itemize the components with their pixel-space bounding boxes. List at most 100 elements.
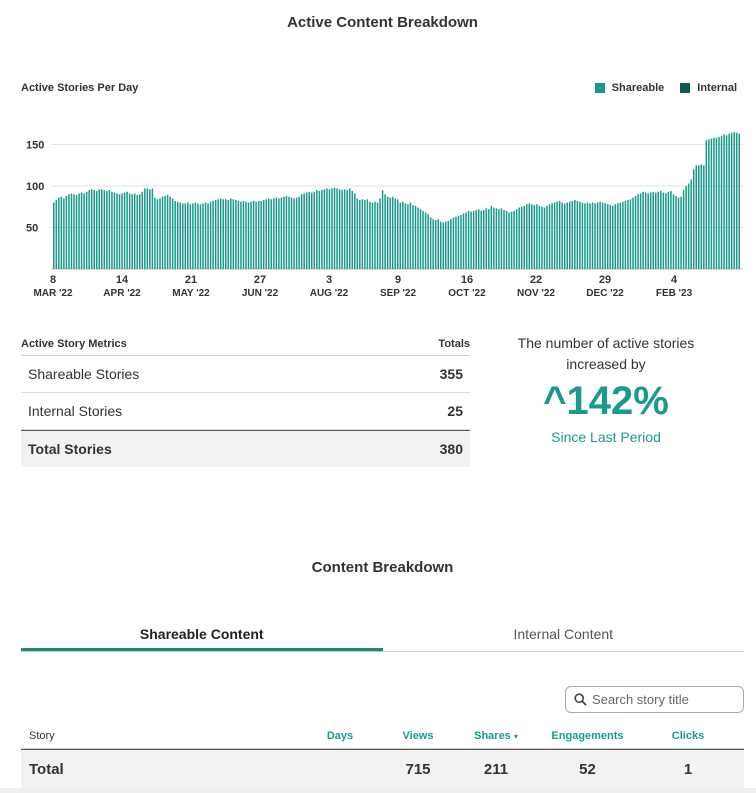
bar (262, 200, 265, 269)
bar (493, 207, 495, 269)
bar (677, 197, 680, 269)
bar (300, 194, 303, 269)
bar (515, 209, 518, 269)
active-stories-chart: Active Stories Per Day Shareable Interna… (0, 70, 756, 310)
bar (672, 194, 675, 269)
bar (718, 136, 720, 269)
legend-item-shareable[interactable]: Shareable (594, 82, 664, 94)
bar (685, 185, 687, 269)
x-tick-month: FEB '23 (656, 288, 693, 299)
bar (257, 200, 260, 269)
bar (182, 203, 184, 269)
bar (176, 201, 179, 269)
bar (715, 137, 718, 269)
bar (123, 192, 126, 269)
bar (341, 190, 343, 269)
bar (614, 204, 617, 269)
total-shares: 211 (483, 761, 509, 778)
bar (247, 202, 250, 269)
bar (113, 192, 116, 269)
column-clicks[interactable]: Clicks (671, 729, 705, 742)
bar (399, 202, 402, 269)
legend-item-internal[interactable]: Internal (680, 82, 737, 94)
metrics-row-total: Total Stories 380 (21, 430, 470, 467)
increase-since-label: Since Last Period (551, 429, 661, 445)
bar (470, 211, 472, 269)
y-tick-label: 50 (26, 222, 38, 234)
content-table: Story Days Views Shares ▾ Engagements Cl… (21, 723, 744, 789)
column-days[interactable]: Days (326, 729, 354, 742)
bar (214, 200, 217, 269)
bar (230, 198, 232, 269)
bar (708, 139, 710, 269)
bar (391, 196, 394, 269)
column-engagements[interactable]: Engagements (551, 729, 624, 742)
bar (326, 188, 328, 269)
bar (670, 190, 672, 269)
tab-shareable-content[interactable]: Shareable Content (21, 620, 383, 651)
metrics-total-label: Total Stories (28, 441, 112, 457)
bar (336, 188, 338, 269)
bar (242, 200, 245, 269)
bar (561, 202, 563, 269)
bar (283, 196, 285, 269)
bar (427, 214, 429, 269)
total-label: Total (29, 761, 64, 778)
bar (361, 199, 364, 269)
bar (589, 203, 591, 269)
bar (412, 205, 414, 269)
bar (295, 197, 298, 269)
bar (682, 190, 685, 269)
bar (80, 192, 83, 269)
bar (695, 165, 697, 269)
bar (121, 193, 123, 269)
x-tick-month: DEC '22 (586, 288, 624, 299)
bar (202, 203, 204, 269)
bar (574, 200, 576, 269)
bar (245, 201, 247, 269)
bar (154, 197, 156, 269)
bar (55, 200, 58, 269)
bar (348, 188, 351, 269)
bar (141, 191, 144, 269)
bar (343, 189, 346, 269)
bar (523, 205, 525, 269)
bar (164, 195, 166, 269)
story-search[interactable] (565, 686, 744, 713)
bar (118, 194, 121, 269)
bar (644, 192, 647, 269)
metrics-row-label: Shareable Stories (28, 366, 140, 382)
bar (518, 207, 520, 269)
bar (528, 203, 531, 269)
bar (445, 221, 447, 269)
bar (447, 220, 450, 269)
bar (156, 199, 159, 269)
bar (442, 222, 445, 269)
metrics-header-totals: Totals (438, 337, 470, 350)
column-views[interactable]: Views (402, 729, 434, 742)
bar (159, 198, 161, 269)
increase-percentage: ^142% (543, 379, 669, 423)
bar (316, 190, 318, 269)
bar (197, 203, 199, 269)
bar (101, 189, 103, 269)
bar (260, 200, 262, 269)
bar (450, 219, 452, 269)
column-story[interactable]: Story (29, 729, 55, 742)
bar (232, 199, 235, 269)
tab-internal-content[interactable]: Internal Content (513, 626, 614, 642)
metrics-header: Active Story Metrics Totals (21, 332, 470, 356)
bar (558, 200, 561, 269)
bar (88, 190, 90, 269)
bar (632, 197, 634, 269)
search-input[interactable] (592, 692, 732, 707)
bar (288, 196, 290, 269)
total-clicks: 1 (683, 761, 693, 778)
column-shares[interactable]: Shares ▾ (457, 730, 535, 742)
bar (639, 193, 642, 269)
bar (409, 202, 412, 269)
bar (419, 209, 422, 269)
bar (265, 199, 267, 269)
bar (235, 200, 237, 269)
bar (432, 219, 434, 269)
